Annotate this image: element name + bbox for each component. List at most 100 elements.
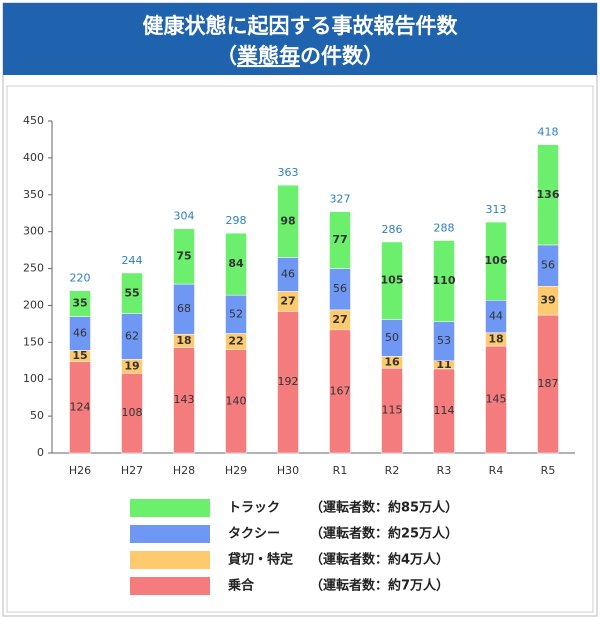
bar-segment (225, 232, 247, 296)
segment-label: 55 (124, 286, 139, 299)
bar-segment (121, 272, 143, 314)
segment-label: 105 (381, 274, 404, 287)
segment-label: 98 (280, 214, 295, 227)
segment-label: 15 (72, 349, 87, 362)
total-label: 298 (226, 214, 247, 227)
chart-border (6, 85, 594, 613)
segment-label: 18 (176, 334, 191, 347)
x-tick-label: H28 (173, 464, 195, 477)
x-tick-label: R4 (489, 464, 504, 477)
segment-label: 19 (124, 359, 139, 372)
segment-label: 18 (488, 332, 503, 345)
subtitle-part: の件数） (300, 44, 384, 68)
legend-label: トラック (228, 501, 280, 516)
segment-label: 187 (538, 377, 559, 390)
segment-label: 108 (122, 406, 143, 419)
segment-label: 56 (541, 259, 555, 272)
y-tick-label: 450 (23, 114, 44, 127)
bar-segment (381, 241, 403, 320)
y-tick-label: 350 (23, 188, 44, 201)
bar-segment (277, 184, 299, 258)
total-label: 220 (70, 272, 91, 285)
y-tick-label: 0 (37, 446, 44, 459)
legend-swatch (130, 525, 210, 543)
segment-label: 27 (280, 294, 295, 307)
legend-swatch (130, 577, 210, 595)
segment-label: 77 (332, 233, 347, 246)
segment-label: 50 (385, 331, 399, 344)
segment-label: 115 (382, 404, 403, 417)
segment-label: 11 (436, 358, 451, 371)
x-tick-label: R3 (437, 464, 452, 477)
segment-label: 192 (278, 375, 299, 388)
total-label: 286 (382, 223, 403, 236)
segment-label: 52 (229, 307, 243, 320)
y-tick-label: 300 (23, 225, 44, 238)
segment-label: 39 (540, 294, 555, 307)
legend-swatch (130, 499, 210, 517)
x-tick-label: H26 (69, 464, 91, 477)
total-label: 313 (486, 203, 507, 216)
x-tick-label: R5 (541, 464, 556, 477)
total-label: 363 (278, 166, 299, 179)
x-tick-label: H29 (225, 464, 247, 477)
segment-label: 68 (177, 302, 191, 315)
segment-label: 124 (70, 400, 91, 413)
segment-label: 106 (485, 254, 508, 267)
subtitle-part: （ (216, 44, 237, 68)
legend-note: （運転者数：約4万人） (310, 552, 449, 568)
y-tick-label: 250 (23, 262, 44, 275)
x-tick-label: H27 (121, 464, 143, 477)
y-tick-label: 100 (23, 372, 44, 385)
legend-label: 乗合 (227, 578, 255, 594)
segment-label: 110 (433, 274, 456, 287)
segment-label: 140 (226, 394, 247, 407)
total-label: 327 (330, 193, 351, 206)
bar-segment (433, 240, 455, 322)
segment-label: 16 (384, 355, 400, 368)
y-tick-label: 200 (23, 298, 44, 311)
bar-segment (485, 221, 507, 301)
segment-label: 56 (333, 282, 347, 295)
legend-note: （運転者数：約7万人） (310, 578, 449, 594)
segment-label: 136 (537, 188, 560, 201)
segment-label: 27 (332, 313, 347, 326)
total-label: 244 (122, 254, 143, 267)
segment-label: 22 (228, 335, 243, 348)
x-tick-label: R2 (385, 464, 400, 477)
segment-label: 167 (330, 384, 351, 397)
segment-label: 75 (176, 249, 191, 262)
segment-label: 53 (437, 334, 451, 347)
bar-segment (537, 144, 559, 246)
segment-label: 114 (434, 404, 455, 417)
y-tick-label: 400 (23, 151, 44, 164)
chart-title: 健康状態に起因する事故報告件数 (143, 14, 459, 38)
legend-label: 貸切・特定 (228, 552, 293, 568)
y-tick-label: 150 (23, 335, 44, 348)
legend-note: （運転者数：約85万人） (310, 500, 458, 516)
segment-label: 84 (228, 257, 244, 270)
segment-label: 145 (486, 393, 507, 406)
x-tick-label: R1 (333, 464, 348, 477)
x-tick-label: H30 (277, 464, 299, 477)
total-label: 304 (174, 210, 195, 223)
legend-label: タクシー (228, 527, 280, 542)
segment-label: 46 (73, 326, 87, 339)
bar-segment (69, 290, 91, 317)
subtitle-part: 業態毎 (237, 44, 300, 68)
chart-subtitle: （業態毎の件数） (216, 44, 384, 68)
total-label: 288 (434, 222, 455, 235)
segment-label: 46 (281, 267, 295, 280)
segment-label: 35 (72, 297, 87, 310)
segment-label: 143 (174, 393, 195, 406)
segment-label: 44 (489, 310, 503, 323)
bar-segment (173, 228, 195, 285)
header (3, 3, 597, 75)
total-label: 418 (538, 126, 559, 139)
bar-segment (329, 211, 351, 269)
legend-note: （運転者数：約25万人） (310, 526, 458, 542)
legend-swatch (130, 551, 210, 569)
y-tick-label: 50 (30, 409, 44, 422)
